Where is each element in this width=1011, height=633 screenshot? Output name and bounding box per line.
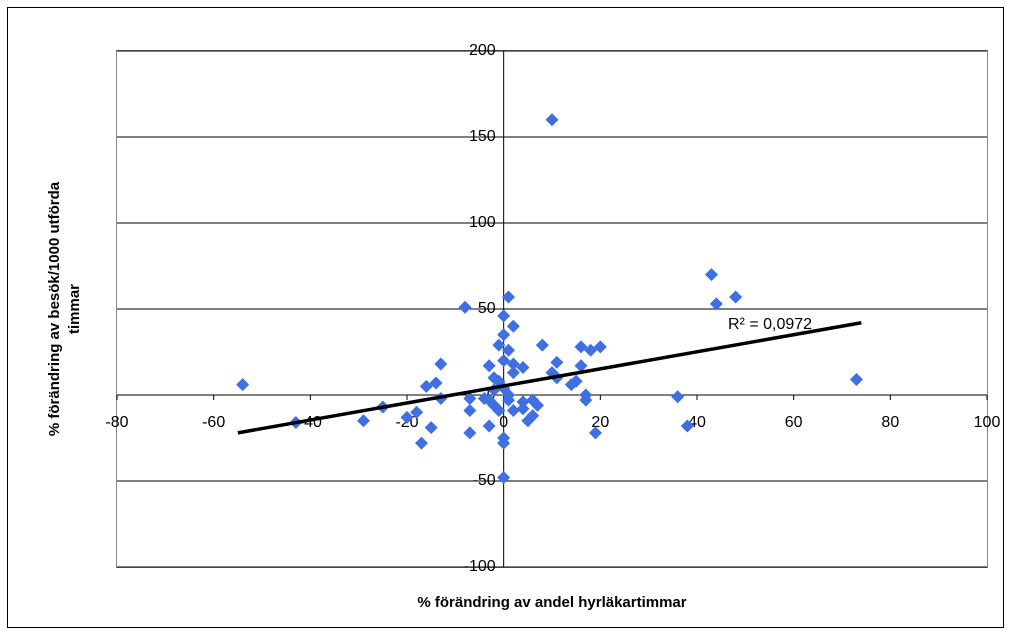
point	[482, 359, 496, 373]
point	[502, 393, 515, 407]
x-tick-label: -60	[202, 414, 225, 431]
point	[497, 471, 511, 485]
point	[410, 405, 424, 419]
y-tick-label: 50	[478, 300, 496, 317]
point	[487, 371, 501, 385]
point	[671, 390, 685, 404]
point	[458, 300, 472, 314]
point	[705, 268, 718, 282]
point	[482, 419, 496, 433]
x-tick-label: 100	[974, 414, 1001, 431]
point	[463, 391, 477, 405]
point	[357, 414, 370, 428]
point	[415, 436, 428, 450]
point	[574, 359, 588, 373]
point	[729, 290, 743, 304]
point	[550, 355, 564, 369]
point	[574, 340, 588, 354]
y-tick-label: -100	[464, 558, 496, 575]
point	[482, 393, 496, 407]
point	[463, 403, 477, 417]
r-squared-label: R² = 0,0972	[728, 316, 812, 333]
point	[434, 357, 448, 371]
y-axis-title-line: % förändring av besök/1000 utförda	[46, 181, 63, 436]
point	[506, 366, 520, 380]
point	[569, 374, 583, 388]
point	[850, 373, 863, 387]
y-tick-label: 100	[469, 214, 496, 231]
point	[429, 376, 443, 390]
point	[535, 338, 549, 352]
point	[516, 395, 530, 409]
point	[419, 379, 433, 393]
x-tick-label: 80	[881, 414, 899, 431]
trendline	[237, 321, 862, 435]
point	[584, 343, 598, 357]
point	[502, 343, 515, 357]
point	[531, 398, 544, 412]
point	[497, 354, 511, 368]
point	[506, 357, 520, 371]
point	[463, 426, 477, 440]
y-axis-title: % förändring av besök/1000 utförda timma…	[46, 181, 83, 436]
x-tick-label: 60	[785, 414, 803, 431]
point	[506, 319, 520, 333]
point	[497, 328, 511, 342]
y-axis-title-line: timmar	[66, 284, 83, 334]
point	[424, 421, 438, 435]
point	[709, 297, 723, 311]
point	[497, 436, 511, 450]
point	[497, 309, 511, 323]
point	[516, 360, 530, 374]
point	[516, 402, 530, 416]
point	[680, 419, 694, 433]
y-tick-label: 150	[469, 128, 496, 145]
point	[506, 403, 520, 417]
y-tick-label: 200	[469, 42, 496, 59]
y-tick-label: -50	[473, 472, 496, 489]
point	[400, 410, 414, 424]
point	[236, 378, 250, 392]
point	[526, 409, 540, 423]
point	[545, 113, 559, 127]
point	[502, 290, 515, 304]
x-axis-title: % förändring av andel hyrläkartimmar	[417, 594, 686, 611]
point	[492, 338, 506, 352]
point	[579, 393, 593, 407]
point	[593, 340, 607, 354]
x-tick-label: -80	[105, 414, 128, 431]
point	[589, 426, 602, 440]
point	[492, 403, 506, 417]
